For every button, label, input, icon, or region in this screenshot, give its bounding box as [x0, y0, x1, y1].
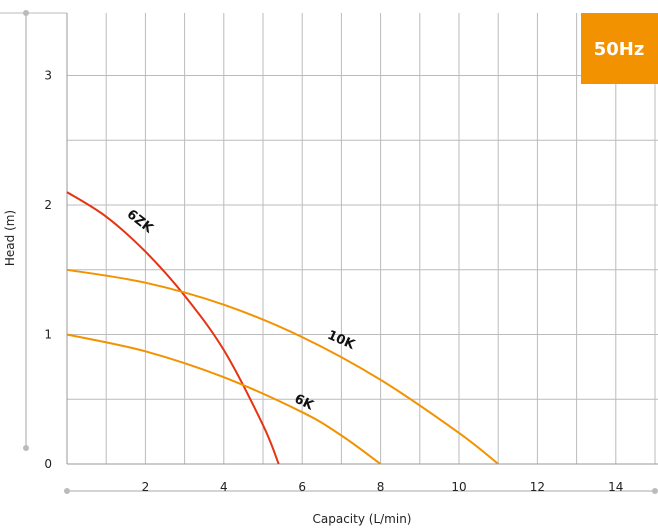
curve-6k	[66, 333, 382, 465]
x-tick-label: 2	[142, 480, 150, 494]
x-tick-label: 10	[451, 480, 466, 494]
curve-6zk	[66, 191, 280, 465]
y-axis-end-dot	[23, 445, 29, 451]
frequency-badge	[581, 13, 658, 84]
curves	[66, 191, 499, 465]
x-tick-label: 14	[608, 480, 623, 494]
curve-label-6k: 6K	[292, 392, 317, 414]
y-tick-label: 2	[44, 198, 52, 212]
x-axis-title: Capacity (L/min)	[313, 512, 412, 526]
axes-frame	[0, 10, 658, 494]
x-tick-label: 6	[298, 480, 306, 494]
y-tick-label: 0	[44, 457, 52, 471]
x-axis-end-dot	[652, 488, 658, 494]
frequency-badge-label: 50Hz	[594, 39, 645, 60]
y-axis-title: Head (m)	[3, 210, 17, 266]
y-tick-label: 1	[44, 328, 52, 342]
x-axis-end-dot	[64, 488, 70, 494]
x-tick-label: 12	[530, 480, 545, 494]
x-tick-labels: 2 4 6 8 10 12 14	[142, 480, 624, 494]
y-tick-labels: 0 1 2 3	[44, 69, 52, 472]
y-axis-end-dot	[23, 10, 29, 16]
grid	[67, 13, 658, 464]
curve-10k	[66, 268, 499, 465]
curve-label-6zk: 6ZK	[124, 207, 156, 237]
x-tick-label: 8	[377, 480, 385, 494]
x-tick-label: 4	[220, 480, 228, 494]
y-tick-label: 3	[44, 69, 52, 83]
